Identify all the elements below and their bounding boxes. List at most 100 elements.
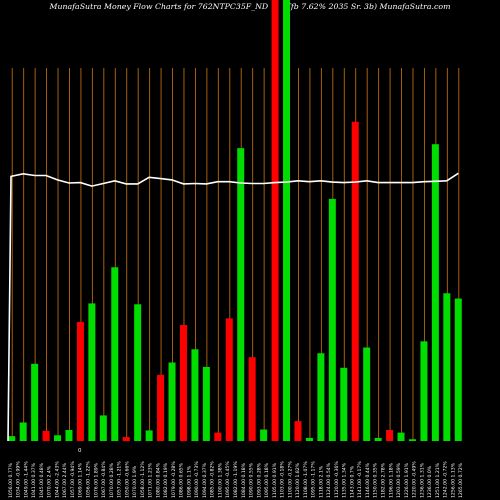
x-tick-label: 1100.00 1.38% <box>218 462 224 498</box>
bar-37 <box>420 341 428 441</box>
x-tick-label: 1095.00 -0.45% <box>225 461 231 498</box>
chart-title: MunafaSutra Money Flow Charts for 762NTP… <box>0 2 500 11</box>
x-tick-label: 1103.00 -0.18% <box>280 461 286 498</box>
x-tick-label: 1265.00 0.72% <box>458 462 464 498</box>
bar-18 <box>202 366 210 441</box>
bar-13 <box>145 430 153 441</box>
bar-15 <box>168 362 176 441</box>
x-tick-label: 1058.00 -1.12% <box>140 461 146 498</box>
bar-16 <box>179 325 187 441</box>
x-tick-label: 1049.00 -1.44% <box>23 461 29 498</box>
x-tick-label: 1093.00 0.28% <box>256 462 262 498</box>
x-tick-label: 1057.00 -1.21% <box>117 461 123 498</box>
x-tick-label: 1236.00 0.0% <box>427 465 433 498</box>
line-series <box>7 172 459 442</box>
x-tick-label: 1120.00 -0.36% <box>334 461 340 498</box>
x-tick-label: 1143.00 0.7% <box>349 465 355 498</box>
x-tick-label: 1067.00 2.44% <box>62 462 68 498</box>
bar-3 <box>31 363 39 441</box>
bar-39 <box>443 293 451 441</box>
x-tick-label: 1226.00 1.91% <box>404 462 410 498</box>
bar-27 <box>305 437 313 441</box>
x-tick-label: 1098.00 1.1% <box>186 465 192 498</box>
x-tick-label: 1041.00 0.37% <box>31 462 37 498</box>
x-tick-label: 1086.00 0.65% <box>179 462 185 498</box>
x-tick-label: 1056.00 0.77% <box>8 462 14 498</box>
x-tick-label: 1236.00 1.31% <box>419 462 425 498</box>
x-tick-label: 1044.00 -2.43% <box>55 461 61 498</box>
bar-34 <box>386 429 394 442</box>
chart-title-right: (Tfb 7.62% 2035 Sr. 3b) MunafaSutra.com <box>282 2 451 11</box>
x-tick-label: 1108.00 -1.07% <box>303 461 309 498</box>
x-tick-label: 1203.00 0.59% <box>396 462 402 498</box>
bar-5 <box>54 435 62 441</box>
bar-17 <box>191 349 199 441</box>
bar-6 <box>65 429 73 442</box>
x-tick-label: 1094.00 0.37% <box>202 462 208 498</box>
bar-2 <box>19 422 27 441</box>
bar-24 <box>271 0 279 441</box>
bar-10 <box>111 267 119 441</box>
bar-21 <box>237 148 245 441</box>
x-tick-label: 1120.00 1.82% <box>295 462 301 498</box>
bar-11 <box>122 437 130 441</box>
x-tick-label: 1124.00 0.54% <box>326 462 332 498</box>
x-tick-label: 1082.00 -1.19% <box>233 461 239 498</box>
x-tick-label: 1067.00 -0.84% <box>101 461 107 498</box>
axis-zero-label: 0 <box>78 448 82 454</box>
bar-40 <box>454 298 462 441</box>
x-tick-label: 1070.00 2.4% <box>47 465 53 498</box>
x-tick-label: 1256.00 1.13% <box>450 462 456 498</box>
x-tick-label: 1034.00 -0.99% <box>16 461 22 498</box>
bar-22 <box>248 357 256 441</box>
x-tick-label: 1082.00 0.19% <box>163 462 169 498</box>
x-tick-label: 1079.00 -0.28% <box>171 461 177 498</box>
bar-33 <box>374 437 382 441</box>
bar-12 <box>134 304 142 441</box>
bar-35 <box>397 432 405 441</box>
x-tick-label: 1045.00 0.48% <box>39 462 45 498</box>
bar-20 <box>225 318 233 441</box>
bar-32 <box>363 347 371 441</box>
x-tick-label: 1080.00 0.84% <box>155 462 161 498</box>
bar-23 <box>260 429 268 441</box>
x-tick-label: 1182.00 2.78% <box>381 462 387 498</box>
bar-1 <box>8 436 16 441</box>
bar-26 <box>294 421 302 441</box>
bar-25 <box>283 0 291 441</box>
bar-29 <box>328 198 336 441</box>
x-tick-label: 1050.00 -0.66% <box>124 461 130 498</box>
bar-36 <box>408 439 416 441</box>
x-tick-label: 1150.00 0.35% <box>373 462 379 498</box>
x-tick-label: 1242.00 -0.72% <box>443 461 449 498</box>
x-tick-label: 1118.00 2.1% <box>318 465 324 498</box>
x-tick-label: 1085.00 -0.82% <box>210 461 216 498</box>
x-tick-label: 1084.00 0.18% <box>241 462 247 498</box>
x-tick-label: 1057.00 -0.94% <box>70 461 76 498</box>
x-tick-label: 1251.00 1.21% <box>435 462 441 498</box>
bar-31 <box>351 121 359 441</box>
x-tick-label: 1056.00 -1.22% <box>86 461 92 498</box>
x-tick-label: 1071.00 1.23% <box>148 462 154 498</box>
x-tick-labels: 1056.00 0.77% 1034.00 -0.99% 1049.00 -1.44… <box>8 461 464 498</box>
bar-28 <box>317 353 325 441</box>
bar-14 <box>157 374 165 441</box>
x-tick-label: 1095.00 0.18% <box>264 462 270 498</box>
bar-4 <box>42 430 50 441</box>
x-tick-label: 1196.00 1.18% <box>388 462 394 498</box>
bar-series <box>8 0 462 442</box>
x-tick-label: 1100.00 -0.27% <box>287 461 293 498</box>
x-tick-label: 1070.00 0.28% <box>109 462 115 498</box>
x-tick-label: 1076.00 1.89% <box>93 462 99 498</box>
x-tick-label: 1070.00 1.9% <box>132 465 138 498</box>
x-tick-label: 1141.00 -0.17% <box>357 461 363 498</box>
chart-title-left: MunafaSutra Money Flow Charts for 762NTP… <box>49 2 269 11</box>
bar-7 <box>76 321 84 441</box>
x-tick-label: 1220.00 -0.49% <box>412 461 418 498</box>
bar-19 <box>214 432 222 441</box>
bar-8 <box>88 303 96 441</box>
x-tick-label: 1090.00 0.55% <box>249 462 255 498</box>
bar-38 <box>431 144 439 441</box>
x-tick-label: 1095.00 -1.17% <box>311 461 317 498</box>
